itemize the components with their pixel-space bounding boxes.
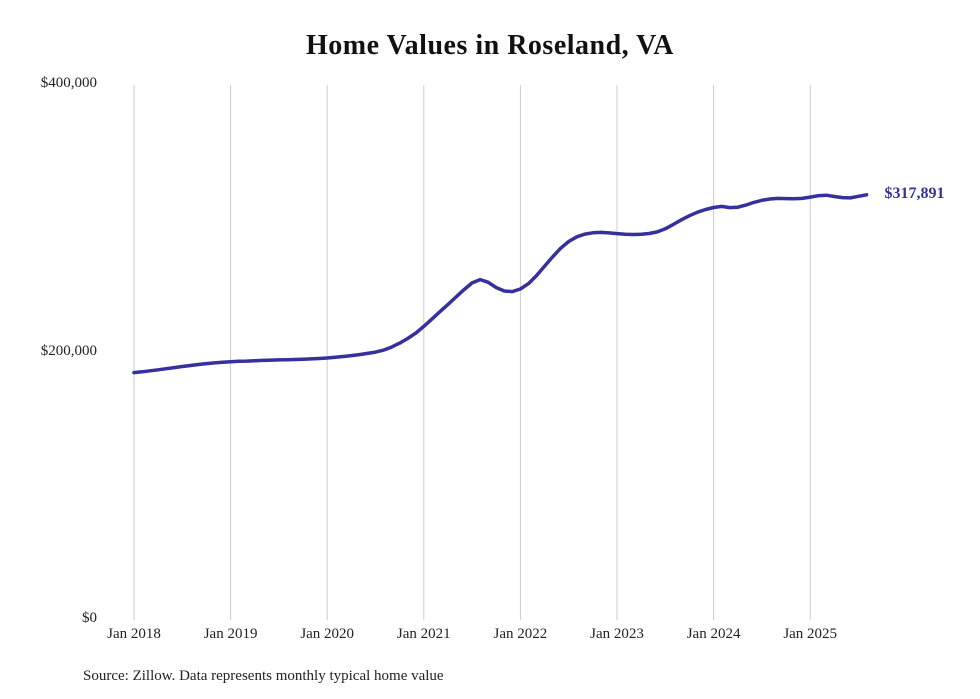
home-value-line bbox=[132, 193, 869, 375]
x-tick-label: Jan 2020 bbox=[300, 626, 355, 642]
latest-value-label: $317,891 bbox=[884, 184, 945, 202]
x-tick-label: Jan 2019 bbox=[203, 626, 258, 642]
x-tick-label: Jan 2023 bbox=[590, 626, 644, 642]
y-tick-label: $400,000 bbox=[40, 75, 97, 91]
source-note: Source: Zillow. Data represents monthly … bbox=[83, 668, 444, 684]
x-tick-label: Jan 2022 bbox=[493, 626, 548, 642]
x-tick-label: Jan 2025 bbox=[783, 626, 838, 642]
y-tick-label: $200,000 bbox=[40, 342, 97, 359]
x-tick-label: Jan 2024 bbox=[686, 626, 741, 642]
chart-title: Home Values in Roseland, VA bbox=[306, 30, 674, 61]
x-tick-label: Jan 2021 bbox=[396, 626, 451, 642]
x-tick-label: Jan 2018 bbox=[107, 626, 161, 642]
y-tick-label: $0 bbox=[82, 610, 97, 626]
